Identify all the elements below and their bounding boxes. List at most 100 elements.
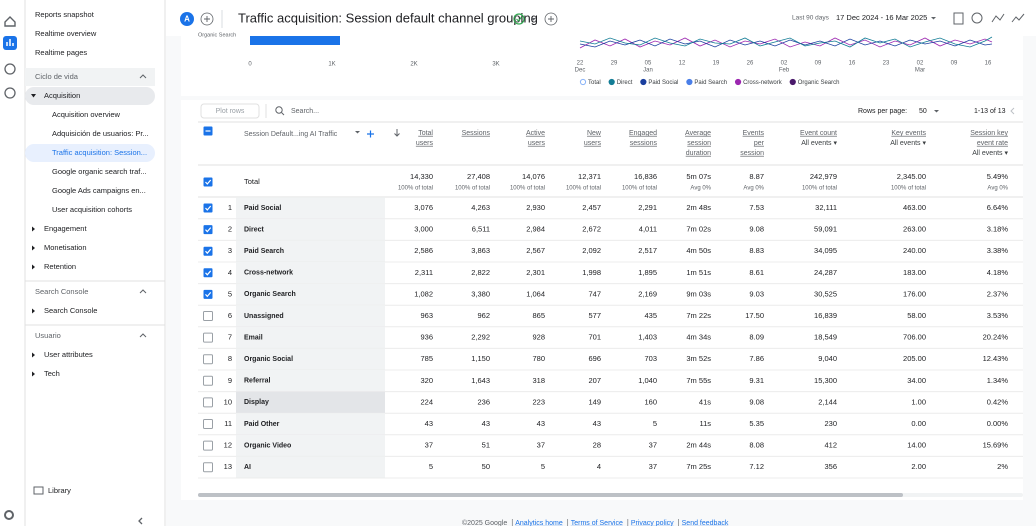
column-header[interactable]: event rate xyxy=(977,140,1008,147)
checkbox[interactable] xyxy=(203,354,213,365)
sort-icon[interactable] xyxy=(394,129,400,137)
footer-link[interactable]: Send feedback xyxy=(682,520,729,526)
row-name[interactable]: Email xyxy=(244,334,263,341)
column-header[interactable]: New xyxy=(587,130,602,137)
checkbox[interactable] xyxy=(203,289,213,299)
nav-item[interactable]: Engagement xyxy=(44,224,87,233)
search-box[interactable] xyxy=(288,103,588,118)
column-header[interactable]: All events ▾ xyxy=(972,150,1008,157)
row-name[interactable]: Cross-network xyxy=(244,270,293,277)
checkbox[interactable] xyxy=(203,177,213,187)
checkbox[interactable] xyxy=(203,397,213,408)
page-size[interactable]: 50 xyxy=(919,108,927,115)
checkbox[interactable] xyxy=(203,225,213,235)
checkbox[interactable] xyxy=(203,311,213,321)
checkbox[interactable] xyxy=(203,268,213,278)
collapse-icon[interactable] xyxy=(138,517,143,525)
checkbox[interactable] xyxy=(203,440,213,451)
column-header[interactable]: Event count xyxy=(800,130,837,137)
footer-link[interactable]: Privacy policy xyxy=(631,520,674,526)
section-chevron[interactable] xyxy=(139,74,147,79)
column-header[interactable]: users xyxy=(528,140,546,147)
nav-item[interactable]: Google Ads campaigns en... xyxy=(52,186,146,195)
row-name[interactable]: Display xyxy=(244,399,269,406)
column-header[interactable]: users xyxy=(584,140,602,147)
nav-item[interactable]: Reports snapshot xyxy=(35,10,95,19)
scroll-thumb[interactable] xyxy=(198,493,903,497)
column-header[interactable]: Engaged xyxy=(629,130,657,137)
add-comparison[interactable] xyxy=(200,12,214,26)
advertising-icon[interactable] xyxy=(4,87,16,99)
column-header[interactable]: Total xyxy=(418,130,433,137)
column-header[interactable]: Session key xyxy=(970,130,1008,137)
column-header[interactable]: per xyxy=(754,140,765,147)
nav-item[interactable]: Traffic acquisition: Session... xyxy=(52,148,147,157)
plot-rows[interactable]: Plot rows xyxy=(216,108,245,115)
column-header[interactable]: Key events xyxy=(891,130,926,137)
checkbox[interactable] xyxy=(203,203,213,213)
nav-item[interactable]: Realtime overview xyxy=(35,29,97,38)
date-range[interactable]: 17 Dec 2024 - 16 Mar 2025 xyxy=(836,13,927,22)
checkbox[interactable] xyxy=(203,332,213,343)
legend-label[interactable]: Direct xyxy=(617,80,633,86)
column-header[interactable]: All events ▾ xyxy=(801,140,837,147)
column-header[interactable]: users xyxy=(416,140,434,147)
nav-item[interactable]: User attributes xyxy=(44,350,93,359)
nav-item[interactable]: User acquisition cohorts xyxy=(52,205,132,214)
legend-label[interactable]: Organic Search xyxy=(798,80,840,86)
row-name[interactable]: Organic Search xyxy=(244,291,296,298)
row-name[interactable]: Organic Social xyxy=(244,356,293,363)
footer-link[interactable]: Terms of Service xyxy=(571,520,623,526)
row-name[interactable]: AI xyxy=(244,464,251,471)
nav-item[interactable]: Library xyxy=(48,486,71,495)
nav-item[interactable]: Tech xyxy=(44,369,60,378)
nav-item[interactable]: Realtime pages xyxy=(35,48,87,57)
column-header[interactable]: Events xyxy=(743,130,765,137)
column-header[interactable]: sessions xyxy=(630,140,658,147)
column-header[interactable]: session xyxy=(687,140,711,147)
row-name[interactable]: Organic Video xyxy=(244,442,291,449)
title-dropdown[interactable] xyxy=(531,18,536,21)
legend-label[interactable]: Paid Search xyxy=(694,80,727,86)
column-header[interactable]: duration xyxy=(686,150,711,157)
row-name[interactable]: Unassigned xyxy=(244,313,284,320)
explore-icon[interactable] xyxy=(4,63,16,75)
dimension-header[interactable]: Session Default...ing AI Traffic xyxy=(244,131,338,138)
row-name[interactable]: Paid Other xyxy=(244,421,280,428)
nav-item[interactable]: Adquisición de usuarios: Pr... xyxy=(52,129,149,138)
checkbox[interactable] xyxy=(203,419,213,429)
page-size-dropdown[interactable] xyxy=(934,110,939,113)
nav-item[interactable]: Retention xyxy=(44,262,76,271)
nav-item[interactable]: Acquisition xyxy=(44,91,80,100)
row-name[interactable]: Paid Search xyxy=(244,248,284,255)
section-chevron[interactable] xyxy=(139,333,147,338)
nav-item[interactable]: Monetisation xyxy=(44,243,87,252)
checkbox[interactable] xyxy=(203,375,213,386)
legend-label[interactable]: Total xyxy=(588,80,601,86)
column-header[interactable]: Average xyxy=(685,130,711,137)
home-icon[interactable] xyxy=(4,16,16,27)
legend-label[interactable]: Paid Social xyxy=(648,80,678,86)
dimension-dropdown[interactable] xyxy=(355,131,360,134)
prev-page[interactable] xyxy=(1010,107,1015,115)
column-header[interactable]: Active xyxy=(526,130,545,137)
compare-icon[interactable] xyxy=(953,12,964,25)
legend-label[interactable]: Cross-network xyxy=(743,80,783,86)
add-dimension[interactable] xyxy=(367,130,374,138)
nav-item[interactable]: Search Console xyxy=(44,306,97,315)
avatar[interactable] xyxy=(180,12,194,26)
plot-rows-button[interactable] xyxy=(200,103,260,119)
row-name[interactable]: Paid Social xyxy=(244,205,281,212)
settings-icon[interactable] xyxy=(4,510,14,520)
checkbox[interactable] xyxy=(203,246,213,256)
row-name[interactable]: Direct xyxy=(244,226,265,233)
share-icon[interactable] xyxy=(991,13,1005,23)
date-dropdown[interactable] xyxy=(931,17,936,20)
insights-icon[interactable] xyxy=(971,12,983,24)
nav-item[interactable]: Acquisition overview xyxy=(52,110,121,119)
column-header[interactable]: session xyxy=(740,150,764,157)
row-name[interactable]: Referral xyxy=(244,378,271,385)
section-chevron[interactable] xyxy=(139,289,147,294)
add-button[interactable] xyxy=(544,12,558,26)
column-header[interactable]: All events ▾ xyxy=(890,140,926,147)
